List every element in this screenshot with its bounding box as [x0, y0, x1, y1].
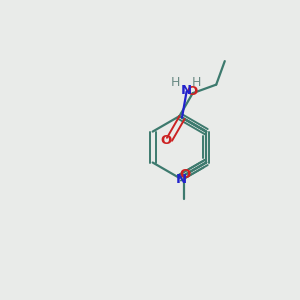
Text: O: O: [187, 85, 198, 98]
Text: H: H: [192, 76, 202, 89]
Text: N: N: [176, 173, 188, 186]
Text: N: N: [181, 83, 192, 97]
Text: O: O: [180, 168, 191, 182]
Text: H: H: [171, 76, 180, 89]
Text: O: O: [160, 134, 172, 147]
